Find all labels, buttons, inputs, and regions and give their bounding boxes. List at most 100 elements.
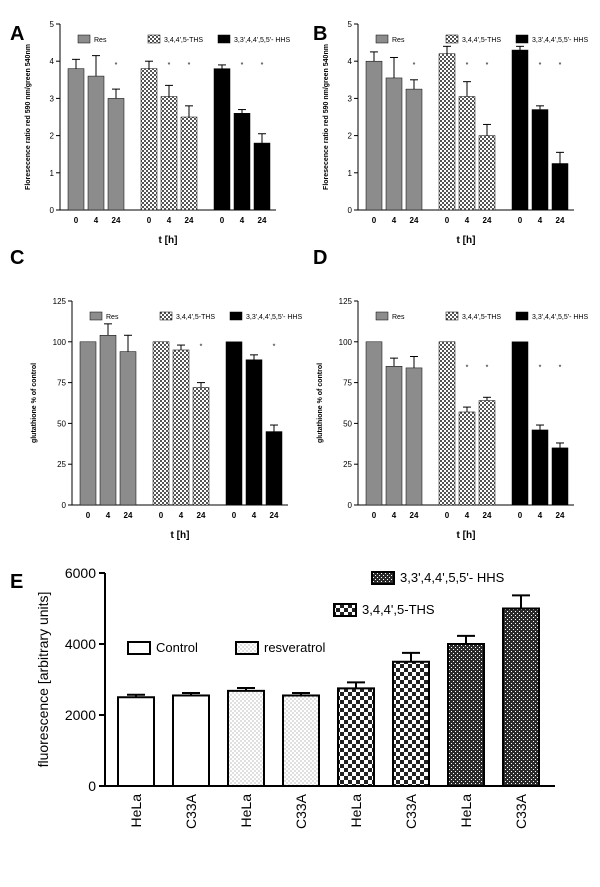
legend-swatch bbox=[371, 571, 395, 585]
legend-label: Control bbox=[156, 640, 198, 655]
legend-swatch bbox=[147, 34, 161, 44]
x-tick-label: HeLa bbox=[128, 794, 144, 828]
bar bbox=[117, 696, 155, 787]
y-tick-label: 1 bbox=[348, 169, 353, 178]
legend-label: resveratrol bbox=[264, 640, 326, 655]
legend-swatch bbox=[445, 34, 459, 44]
y-tick-label: 0 bbox=[348, 206, 353, 215]
x-tick-label: 0 bbox=[74, 216, 79, 225]
significance-star: * bbox=[413, 62, 416, 69]
x-tick-label: C33A bbox=[513, 793, 529, 829]
panel-letter: B bbox=[313, 23, 327, 45]
bar bbox=[405, 88, 423, 211]
bar bbox=[99, 335, 117, 506]
bar bbox=[67, 68, 85, 211]
x-tick-label: 24 bbox=[410, 216, 419, 225]
significance-star: * bbox=[241, 62, 244, 69]
x-tick-label: 0 bbox=[445, 216, 450, 225]
panel-A: A 0 1 2 3 4 5 Floresecence ratio red 590 nm/gre… bbox=[10, 20, 290, 246]
bar bbox=[227, 689, 265, 787]
x-tick-label: C33A bbox=[403, 793, 419, 829]
bar bbox=[551, 447, 569, 506]
x-tick-label: C33A bbox=[293, 793, 309, 829]
bar bbox=[152, 341, 170, 506]
x-tick-label: 24 bbox=[124, 511, 133, 520]
x-tick-label: 24 bbox=[483, 511, 492, 520]
x-tick-label: 0 bbox=[372, 511, 377, 520]
legend-label: 3,4,4',5-THS bbox=[176, 314, 215, 321]
x-axis-label: t [h] bbox=[159, 235, 178, 246]
legend-label: 3,3',4,4',5,5'- HHS bbox=[400, 570, 505, 585]
y-tick-label: 0 bbox=[88, 778, 96, 794]
legend-swatch bbox=[77, 34, 91, 44]
y-tick-label: 2000 bbox=[65, 707, 96, 723]
legend-label: 3,3',4,4',5,5'- HHS bbox=[532, 37, 588, 44]
significance-star: * bbox=[559, 62, 562, 69]
significance-star: * bbox=[539, 365, 542, 372]
legend-label: 3,4,4',5-THS bbox=[462, 314, 501, 321]
bar bbox=[172, 349, 190, 506]
bar bbox=[172, 694, 210, 787]
bar bbox=[180, 116, 198, 211]
x-tick-label: 24 bbox=[556, 511, 565, 520]
x-tick-label: 0 bbox=[372, 216, 377, 225]
bar bbox=[438, 341, 456, 506]
panel-letter: D bbox=[313, 247, 327, 269]
bar bbox=[511, 341, 529, 506]
bar bbox=[119, 351, 137, 506]
x-tick-label: 0 bbox=[147, 216, 152, 225]
y-axis-label: glutathione % of control bbox=[317, 363, 324, 443]
x-tick-label: 24 bbox=[410, 511, 419, 520]
x-tick-label: 0 bbox=[445, 511, 450, 520]
bar bbox=[245, 359, 263, 506]
x-axis-label: t [h] bbox=[457, 530, 476, 541]
panel-B: B 0 1 2 3 4 5 Floresecence ratio red 590 nm/gre… bbox=[313, 20, 588, 246]
significance-star: * bbox=[559, 365, 562, 372]
y-tick-label: 25 bbox=[57, 460, 66, 469]
x-axis-label: t [h] bbox=[457, 235, 476, 246]
bar bbox=[79, 341, 97, 506]
y-tick-label: 3 bbox=[50, 94, 55, 103]
y-tick-label: 6000 bbox=[65, 565, 96, 581]
legend-label: Res bbox=[392, 37, 405, 44]
x-tick-label: 0 bbox=[518, 216, 523, 225]
y-tick-label: 0 bbox=[348, 501, 353, 510]
legend-swatch bbox=[217, 34, 231, 44]
y-tick-label: 25 bbox=[343, 460, 352, 469]
bar bbox=[365, 341, 383, 506]
y-axis-label: Floresecence ratio red 590 nm/green 540n… bbox=[323, 44, 330, 190]
y-tick-label: 100 bbox=[53, 338, 67, 347]
x-tick-label: 4 bbox=[94, 216, 99, 225]
x-tick-label: 4 bbox=[179, 511, 184, 520]
bar bbox=[447, 643, 485, 787]
panel-letter: C bbox=[10, 247, 24, 269]
bar bbox=[253, 142, 271, 211]
bar bbox=[385, 366, 403, 506]
bar bbox=[392, 660, 430, 787]
legend-swatch bbox=[375, 311, 389, 321]
bar bbox=[160, 96, 178, 211]
legend-swatch bbox=[515, 311, 529, 321]
bar bbox=[213, 68, 231, 211]
x-tick-label: 4 bbox=[465, 511, 470, 520]
bar bbox=[511, 49, 529, 211]
x-tick-label: 4 bbox=[106, 511, 111, 520]
y-tick-label: 4 bbox=[50, 57, 55, 66]
legend-label: Res bbox=[106, 314, 119, 321]
bar bbox=[531, 109, 549, 211]
significance-star: * bbox=[200, 343, 203, 350]
y-tick-label: 125 bbox=[339, 297, 353, 306]
bar bbox=[233, 113, 251, 211]
legend-label: 3,3',4,4',5,5'- HHS bbox=[234, 37, 290, 44]
x-tick-label: HeLa bbox=[238, 794, 254, 828]
x-tick-label: 0 bbox=[232, 511, 237, 520]
x-tick-label: 0 bbox=[518, 511, 523, 520]
bar bbox=[87, 75, 105, 211]
x-tick-label: 24 bbox=[258, 216, 267, 225]
panel-letter: E bbox=[10, 571, 23, 593]
bar bbox=[551, 163, 569, 211]
y-tick-label: 4000 bbox=[65, 636, 96, 652]
bar bbox=[225, 341, 243, 506]
x-tick-label: 0 bbox=[86, 511, 91, 520]
y-axis-label: glutathione % of control bbox=[31, 363, 38, 443]
